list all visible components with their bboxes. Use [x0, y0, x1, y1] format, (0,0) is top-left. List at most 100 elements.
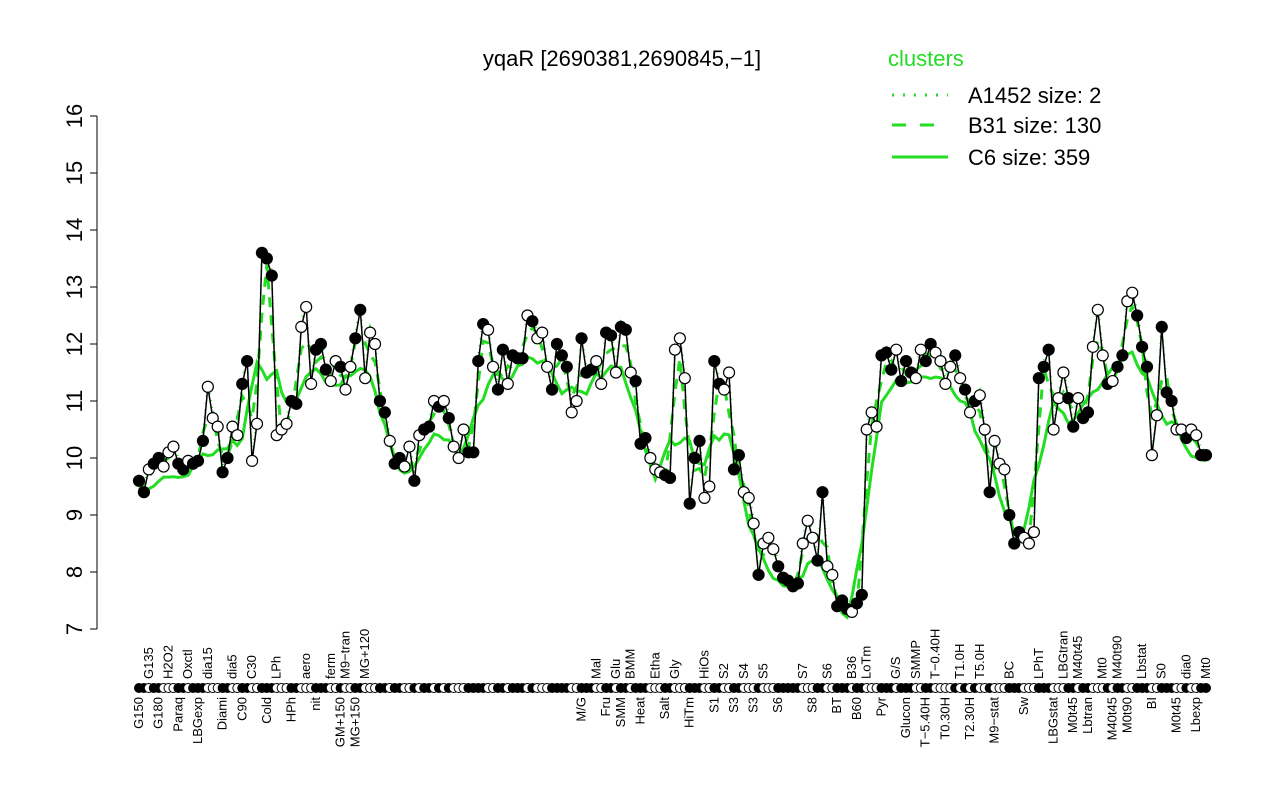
data-point	[639, 431, 652, 445]
data-point	[772, 560, 785, 573]
x-tick-label: LPh	[269, 656, 284, 679]
data-point	[816, 486, 829, 499]
data-point	[595, 377, 608, 390]
y-tick-label: 12	[62, 332, 87, 356]
legend-entry-c6: C6 size: 359	[968, 145, 1090, 170]
y-axis: 7 8 9 10 11 12 13 14 15 16	[62, 104, 98, 635]
data-point	[245, 454, 259, 467]
data-point	[909, 372, 922, 385]
x-tick-label: Lbstat	[1134, 643, 1149, 679]
data-point	[1165, 394, 1178, 408]
x-tick-label: Glu	[608, 659, 623, 679]
x-tick-label: BMM	[623, 649, 638, 679]
x-tick-label: MG+120	[357, 629, 372, 679]
data-point	[663, 471, 677, 485]
data-point	[437, 394, 450, 408]
x-tick-label: BC	[1001, 661, 1016, 679]
data-point	[339, 383, 352, 396]
data-point	[1022, 537, 1036, 550]
data-point	[1116, 349, 1129, 362]
data-point	[516, 352, 529, 365]
rug-point	[1201, 683, 1211, 693]
data-point	[895, 374, 908, 388]
data-point	[693, 434, 706, 447]
data-point	[796, 537, 809, 550]
data-point	[629, 374, 642, 388]
data-point	[1131, 309, 1144, 322]
data-point	[447, 440, 460, 453]
data-point	[826, 568, 839, 581]
x-tick-label: dia0	[1178, 654, 1193, 679]
x-tick-label: T0.30H	[937, 697, 952, 740]
data-point	[1096, 349, 1109, 362]
data-point	[801, 514, 814, 527]
x-tick-label: M40t45	[1105, 697, 1120, 740]
x-tick-label: S6	[770, 697, 785, 713]
x-tick-label: S3	[746, 697, 761, 713]
data-point	[973, 389, 986, 402]
data-point	[1190, 429, 1203, 442]
data-point	[983, 486, 996, 499]
x-tick-label: G180	[151, 697, 166, 729]
x-tick-label: H2O2	[161, 645, 176, 679]
data-point	[668, 343, 682, 356]
data-point	[442, 412, 455, 425]
data-point	[324, 374, 337, 388]
x-tick-label: Pyr	[873, 696, 888, 716]
data-point	[560, 360, 573, 373]
data-point	[295, 320, 308, 333]
data-point	[491, 383, 505, 396]
x-tick-label: M0t90	[1119, 697, 1134, 733]
x-tick-label: Gly	[667, 659, 682, 679]
legend-entry-a1452: A1452 size: 2	[968, 83, 1101, 108]
data-point	[914, 343, 927, 356]
data-point	[1042, 343, 1055, 356]
data-point	[855, 588, 868, 601]
x-tick-label: dia15	[200, 647, 215, 679]
x-tick-label: Fru	[598, 697, 613, 717]
data-point	[1155, 320, 1168, 333]
data-point	[978, 423, 991, 436]
data-point	[575, 332, 588, 345]
data-point	[216, 466, 229, 479]
data-point	[919, 355, 932, 368]
x-tick-label: S1	[706, 697, 721, 713]
x-tick-label: Sw	[1016, 696, 1031, 715]
data-point	[708, 355, 721, 368]
x-tick-label: S7	[795, 663, 810, 679]
y-tick-label: 13	[62, 275, 87, 299]
data-point	[718, 383, 731, 396]
data-point	[998, 463, 1011, 476]
data-point	[752, 568, 765, 581]
data-point	[688, 451, 701, 465]
x-tick-label: dia5	[224, 654, 239, 679]
data-point	[944, 360, 957, 373]
data-point	[132, 474, 146, 487]
data-point	[260, 252, 273, 265]
data-point	[1027, 525, 1041, 539]
x-tick-label: LBGtran	[1055, 631, 1070, 679]
data-point	[742, 491, 755, 504]
data-point	[1135, 340, 1149, 353]
data-point	[526, 315, 539, 328]
data-point	[963, 406, 977, 419]
data-point	[300, 300, 313, 314]
data-point	[732, 449, 745, 462]
data-point	[536, 326, 549, 339]
x-tick-label: G150	[131, 697, 146, 729]
data-point	[545, 383, 559, 396]
x-tick-label: T5.0H	[972, 644, 987, 679]
x-tick-label: Etha	[647, 651, 662, 679]
x-tick-label: S6	[819, 663, 834, 679]
data-point	[949, 349, 962, 362]
x-tick-label: BT	[829, 697, 844, 714]
legend-entry-b31: B31 size: 130	[968, 113, 1101, 138]
x-tick-label: C30	[244, 655, 259, 679]
x-tick-label: HPh	[283, 697, 298, 722]
data-point	[727, 463, 741, 476]
data-point	[609, 366, 623, 379]
y-tick-label: 9	[62, 509, 87, 521]
x-tick-label: M40t45	[1070, 636, 1085, 679]
data-point	[1003, 508, 1016, 522]
x-tick-label: T−5.40H	[918, 697, 933, 747]
